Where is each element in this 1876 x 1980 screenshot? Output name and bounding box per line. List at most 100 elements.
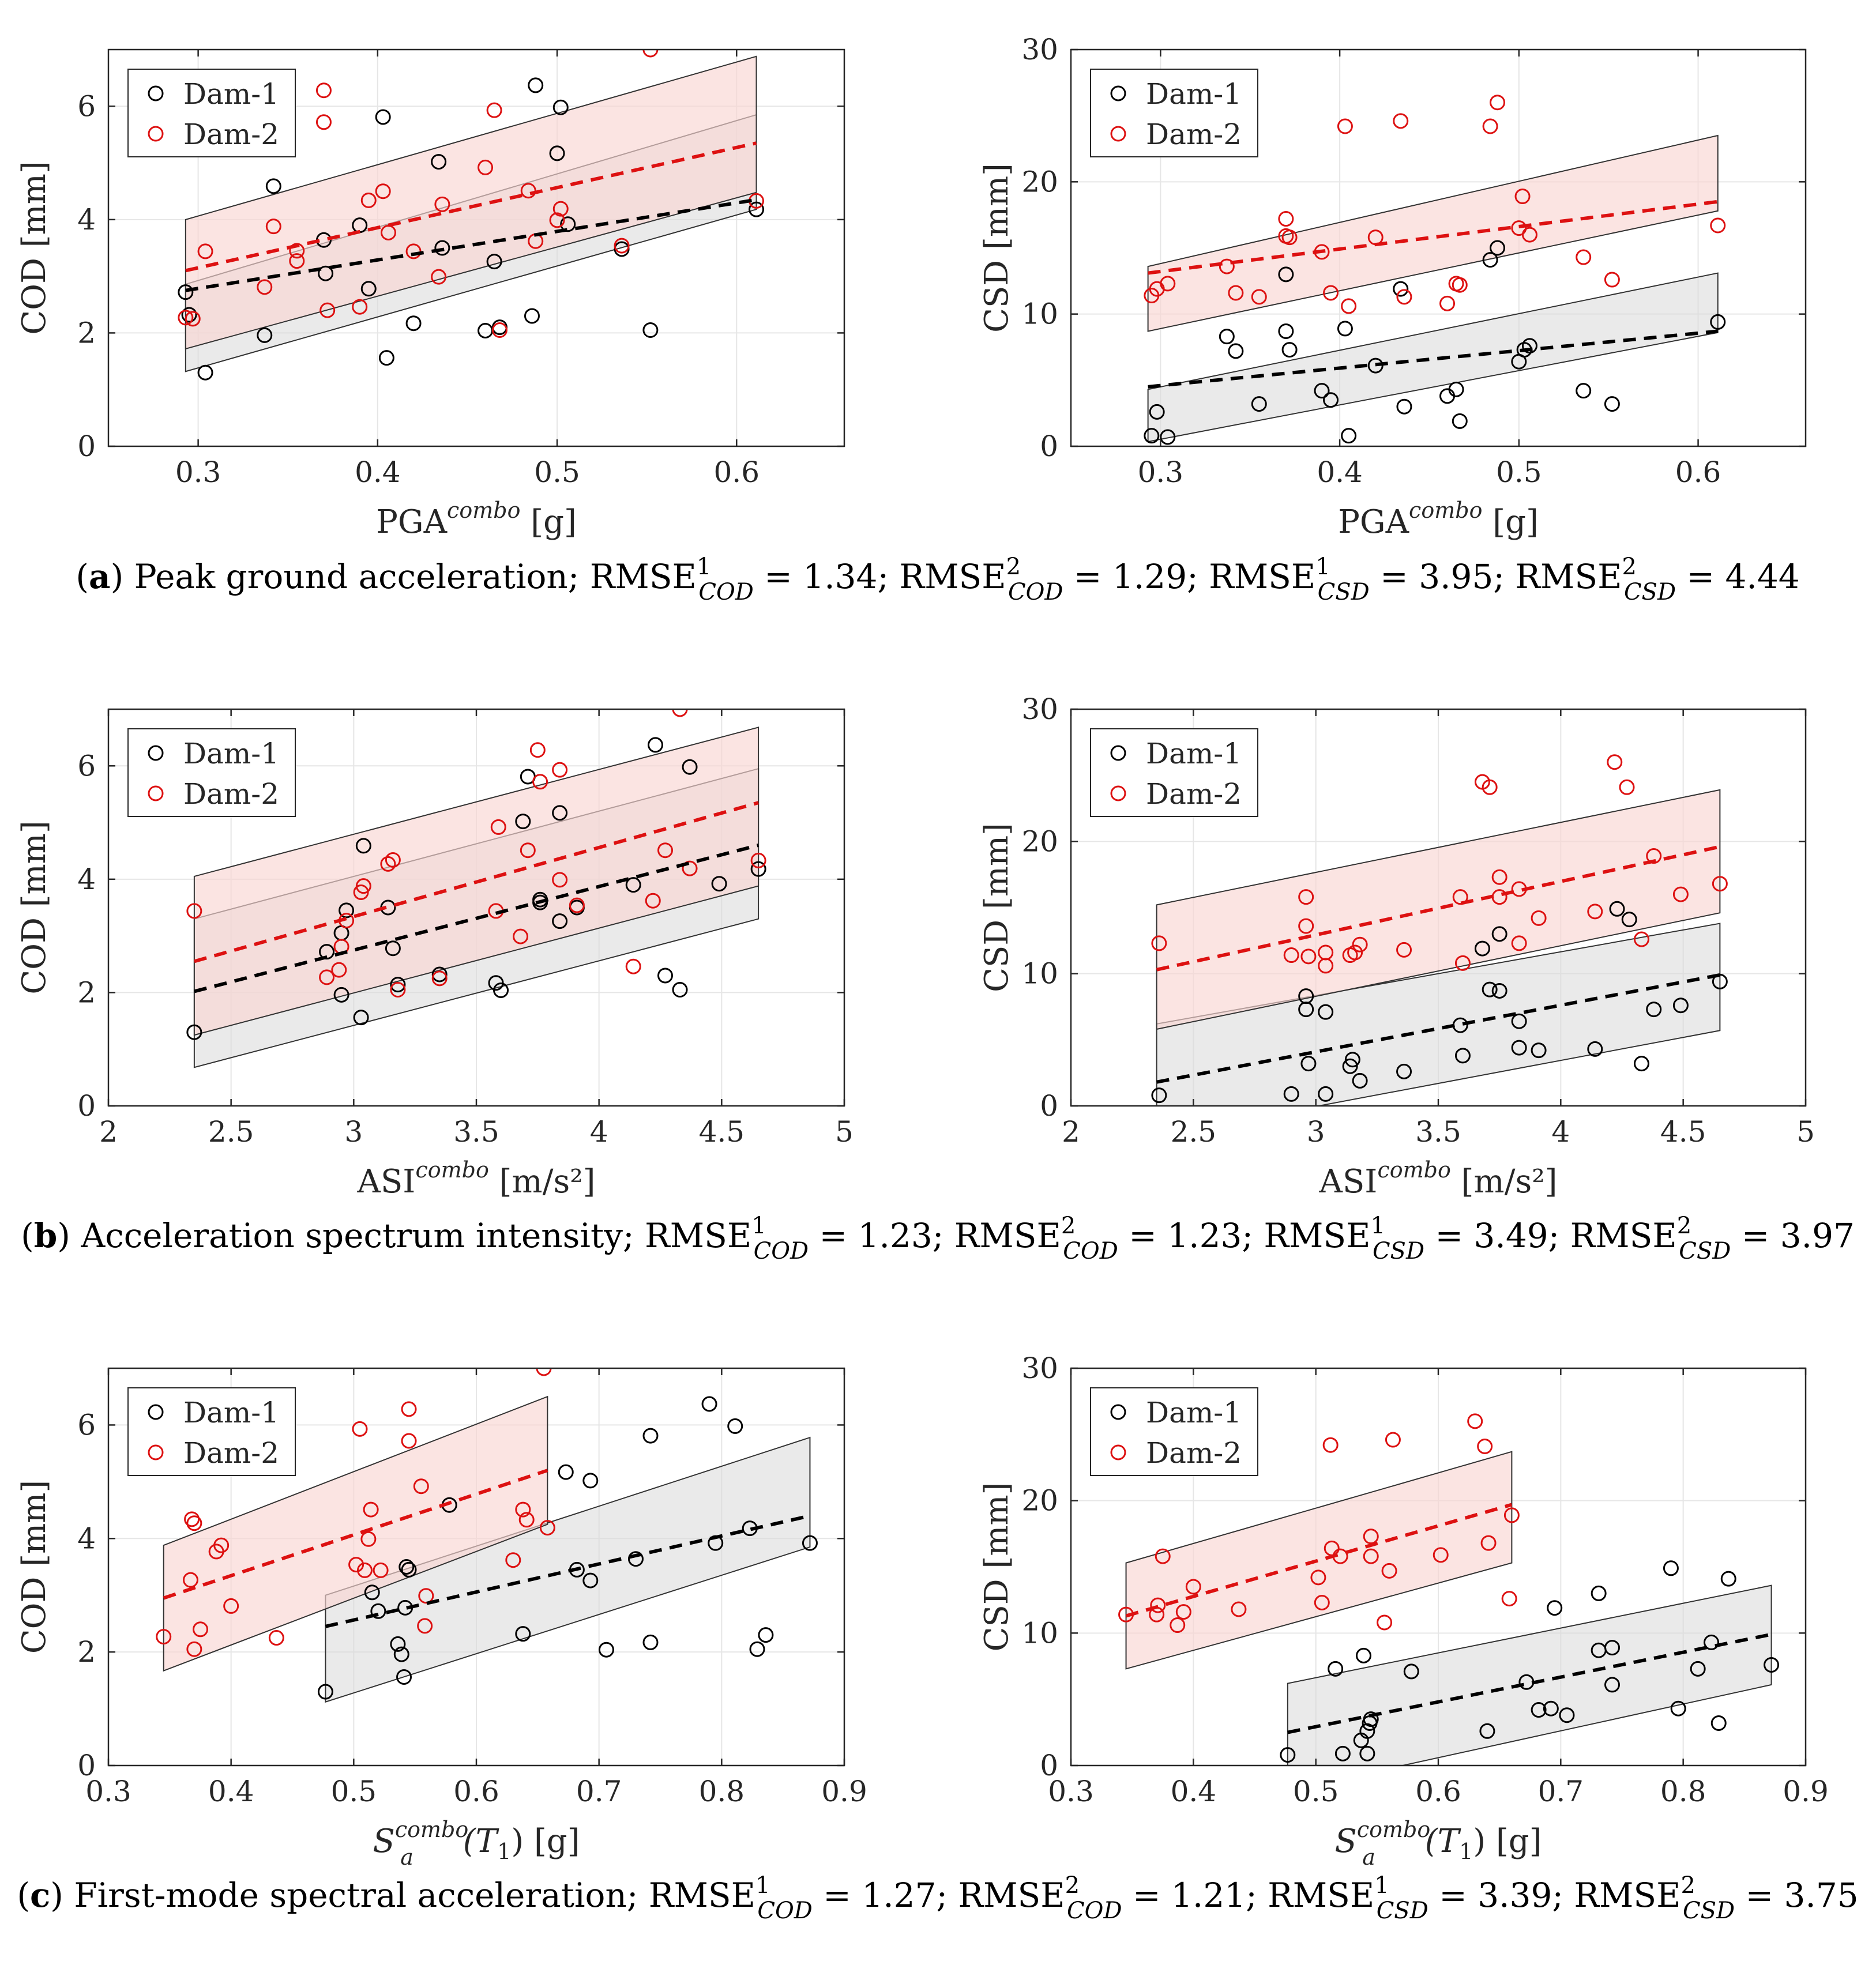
x-label-symbol: ASI bbox=[1319, 1163, 1378, 1200]
data-point-dam-1 bbox=[552, 805, 568, 821]
data-point-dam-1 bbox=[1454, 1048, 1471, 1064]
rmse-label: RMSE bbox=[1574, 1876, 1680, 1915]
rmse-label: RMSE bbox=[1570, 1216, 1677, 1255]
x-tick-label: 0.3 bbox=[1138, 456, 1184, 489]
data-point-dam-1 bbox=[1543, 1700, 1559, 1716]
data-point-dam-2 bbox=[1322, 1437, 1339, 1453]
data-point-dam-1 bbox=[1531, 1042, 1547, 1059]
caption-paren: ( bbox=[17, 1876, 30, 1915]
data-point-dam-1 bbox=[197, 364, 213, 381]
caption-paren: ( bbox=[76, 557, 89, 596]
x-label-unit: [g] bbox=[1482, 503, 1538, 541]
legend: Dam-1 Dam-2 bbox=[127, 69, 296, 157]
data-point-dam-1 bbox=[364, 1584, 380, 1601]
x-tick-label: 2.5 bbox=[208, 1115, 254, 1149]
data-point-dam-1 bbox=[1633, 1056, 1649, 1072]
data-point-dam-2 bbox=[1251, 289, 1267, 305]
data-point-dam-2 bbox=[265, 219, 281, 235]
legend: Dam-1 Dam-2 bbox=[1090, 69, 1258, 157]
caption-letter: a bbox=[89, 557, 111, 596]
x-tick-label: 5 bbox=[1796, 1115, 1815, 1149]
x-tick-label: 0.3 bbox=[175, 456, 221, 489]
x-label-symbol: PGA bbox=[1338, 503, 1409, 541]
data-point-dam-2 bbox=[289, 243, 305, 259]
data-point-dam-2 bbox=[1314, 1595, 1330, 1611]
x-tick-label: 3 bbox=[1307, 1115, 1325, 1149]
confidence-band-dam-2 bbox=[1125, 1451, 1513, 1670]
y-tick-label: 2 bbox=[77, 976, 96, 1009]
data-point-dam-2 bbox=[1175, 1604, 1191, 1620]
data-point-dam-1 bbox=[1355, 1647, 1371, 1663]
data-point-dam-2 bbox=[434, 196, 450, 212]
data-point-dam-2 bbox=[355, 878, 371, 894]
data-point-dam-2 bbox=[319, 969, 335, 985]
data-point-dam-1 bbox=[1474, 940, 1490, 957]
data-point-dam-2 bbox=[1300, 948, 1317, 965]
data-point-dam-2 bbox=[1298, 918, 1314, 934]
x-tick-label: 0.8 bbox=[699, 1775, 745, 1808]
caption-title: ) Peak ground acceleration; bbox=[111, 557, 590, 596]
rmse-subscript: CSD bbox=[1377, 1898, 1428, 1924]
data-point-dam-2 bbox=[625, 958, 641, 974]
data-point-dam-1 bbox=[1482, 252, 1498, 268]
data-point-dam-2 bbox=[185, 311, 201, 327]
data-point-dam-2 bbox=[539, 1520, 555, 1536]
caption-letter: b bbox=[34, 1216, 58, 1255]
y-tick-label: 30 bbox=[1021, 33, 1058, 66]
data-point-dam-2 bbox=[1393, 113, 1409, 129]
y-axis-label: COD [mm] bbox=[16, 820, 53, 994]
data-point-dam-1 bbox=[642, 1428, 659, 1444]
y-tick-label: 4 bbox=[77, 863, 96, 896]
data-point-dam-1 bbox=[1621, 912, 1637, 928]
y-tick-label: 0 bbox=[1040, 1089, 1058, 1123]
data-point-dam-2 bbox=[552, 201, 569, 217]
data-point-dam-1 bbox=[750, 861, 766, 877]
data-point-dam-1 bbox=[625, 877, 641, 893]
x-tick-label: 5 bbox=[835, 1115, 854, 1149]
data-point-dam-2 bbox=[1576, 249, 1592, 265]
data-point-dam-1 bbox=[1403, 1663, 1419, 1680]
rmse-superscript: 2 bbox=[1677, 1213, 1691, 1239]
data-point-dam-2 bbox=[1396, 942, 1412, 958]
data-point-dam-2 bbox=[1452, 277, 1468, 293]
data-point-dam-1 bbox=[657, 968, 674, 984]
data-point-dam-1 bbox=[257, 327, 273, 343]
data-point-dam-2 bbox=[486, 102, 502, 118]
data-point-dam-1 bbox=[582, 1473, 599, 1489]
x-tick-label: 0.8 bbox=[1660, 1775, 1706, 1808]
data-point-dam-1 bbox=[370, 1603, 386, 1619]
fit-line-dam-2 bbox=[1148, 199, 1719, 275]
data-point-dam-2 bbox=[315, 82, 332, 99]
x-tick-label: 0.9 bbox=[821, 1775, 867, 1808]
y-tick-label: 0 bbox=[77, 1749, 96, 1782]
caption-a: (a) Peak ground acceleration; RMSE1 COD =… bbox=[76, 554, 1799, 605]
x-tick-label: 3 bbox=[344, 1115, 363, 1149]
caption-title: ) First-mode spectral acceleration; bbox=[50, 1876, 649, 1915]
data-point-dam-2 bbox=[390, 982, 406, 998]
data-point-dam-1 bbox=[396, 1669, 412, 1685]
data-point-dam-2 bbox=[552, 872, 568, 888]
data-point-dam-2 bbox=[1347, 944, 1363, 961]
data-point-dam-2 bbox=[1433, 1547, 1449, 1563]
x-label-superscript: combo bbox=[415, 1157, 488, 1183]
rmse-label: RMSE bbox=[1264, 1216, 1370, 1255]
data-point-dam-2 bbox=[672, 709, 688, 717]
data-point-dam-2 bbox=[645, 893, 661, 909]
legend: Dam-1 Dam-2 bbox=[127, 1387, 296, 1476]
data-point-dam-2 bbox=[385, 852, 401, 868]
data-point-dam-2 bbox=[1477, 1439, 1493, 1455]
legend-marker-dam-1 bbox=[148, 1404, 164, 1420]
data-point-dam-2 bbox=[1310, 1569, 1326, 1586]
data-point-dam-2 bbox=[518, 1512, 535, 1528]
x-label-symbol: ASI bbox=[357, 1163, 416, 1200]
data-point-dam-1 bbox=[1219, 329, 1235, 345]
data-point-dam-1 bbox=[528, 77, 544, 93]
rmse-value: = 3.39; bbox=[1428, 1876, 1574, 1915]
data-point-dam-1 bbox=[758, 1627, 774, 1643]
data-point-dam-1 bbox=[1149, 404, 1165, 420]
data-point-dam-2 bbox=[401, 1433, 417, 1449]
data-point-dam-2 bbox=[505, 1552, 521, 1568]
rmse-label: RMSE bbox=[954, 1216, 1061, 1255]
y-tick-label: 20 bbox=[1021, 165, 1058, 198]
